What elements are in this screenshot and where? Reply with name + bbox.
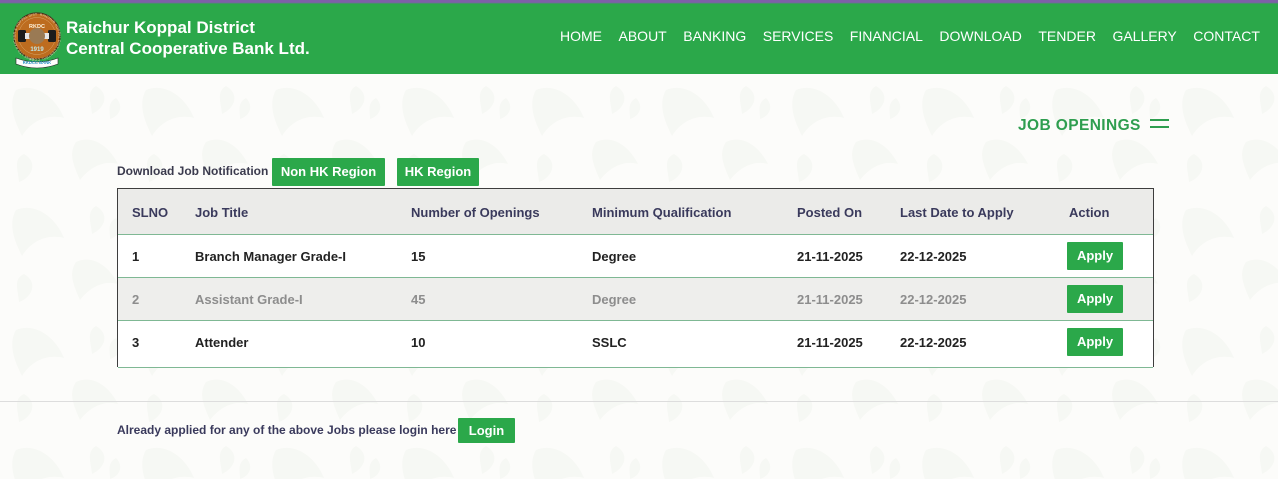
svg-text:RKDCC BANK: RKDCC BANK xyxy=(23,60,51,65)
svg-text:1919: 1919 xyxy=(30,47,44,53)
